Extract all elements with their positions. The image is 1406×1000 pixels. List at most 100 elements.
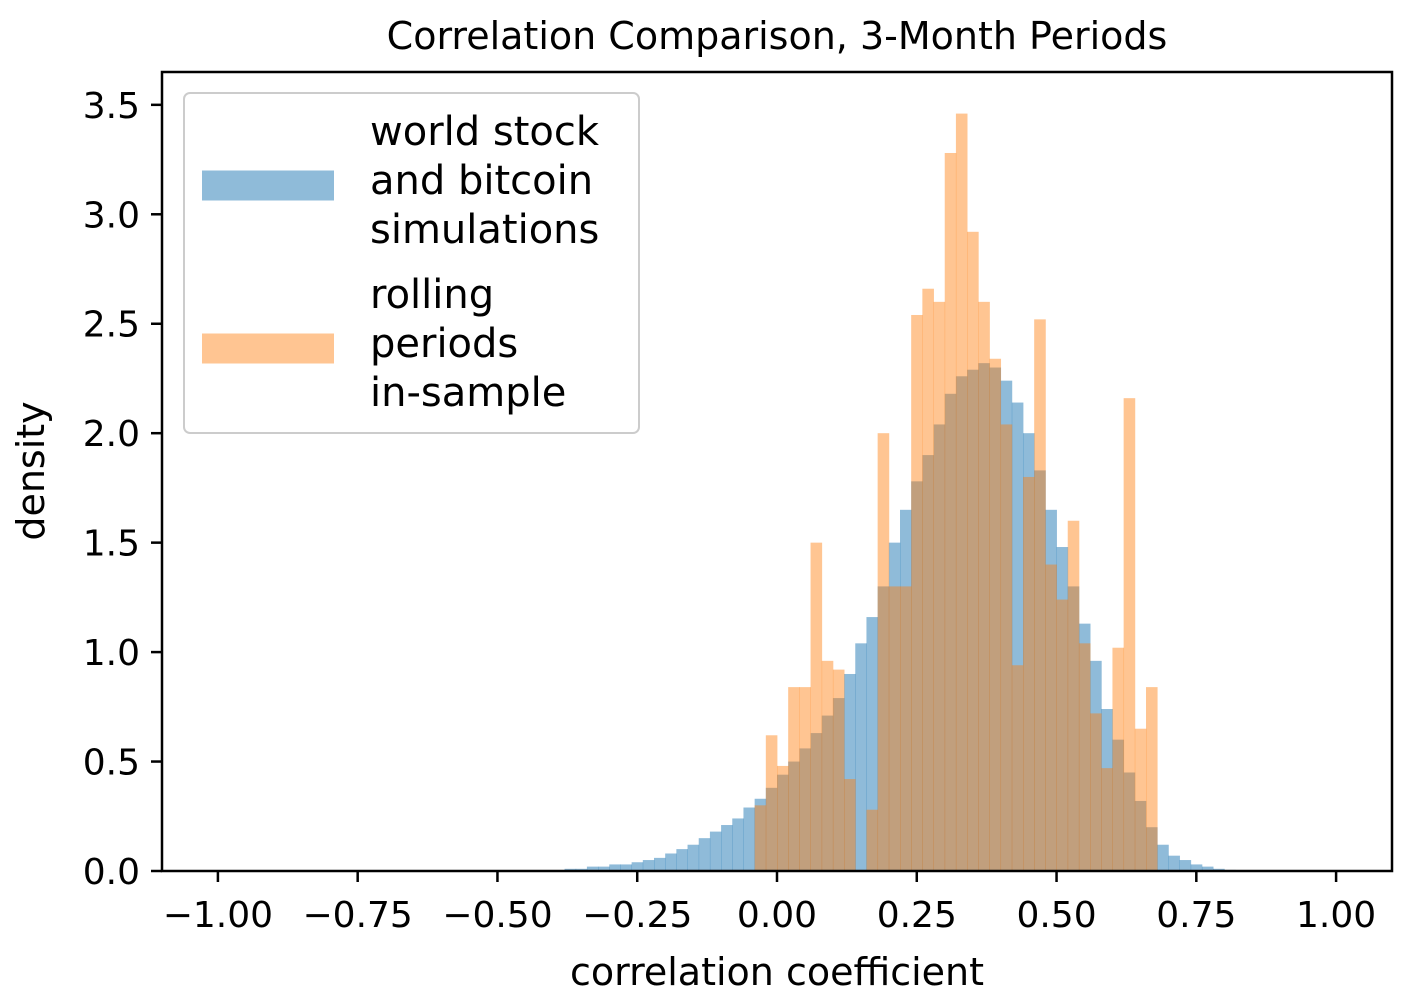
series-1-bar xyxy=(1179,860,1192,871)
x-axis-ticks: −1.00 −0.75 −0.50 −0.25 0.00 0.25 0.50 0.75 1.00 xyxy=(163,871,1376,936)
legend-label-1: world stock xyxy=(370,109,600,155)
series-1-bar xyxy=(978,363,990,871)
series-2-bar xyxy=(1078,643,1091,871)
series-2-bar xyxy=(1067,520,1080,871)
series-1-bar xyxy=(922,455,934,871)
series-1-bar xyxy=(944,393,957,871)
y-tick-label: 1.0 xyxy=(83,633,140,674)
series-1-bar xyxy=(732,818,744,871)
y-tick-label: 0.0 xyxy=(83,852,140,893)
series-2-bar xyxy=(821,660,834,871)
y-tick-label: 1.5 xyxy=(83,524,140,565)
x-axis-label: correlation coefficient xyxy=(570,950,984,994)
series-1-bar xyxy=(967,369,979,871)
series-2-bar xyxy=(1056,599,1069,871)
series-1-bar xyxy=(877,586,890,871)
legend-label-1: and bitcoin xyxy=(370,158,593,204)
series-1-bar xyxy=(1190,864,1203,871)
series-1-bar xyxy=(844,673,856,871)
series-2-bar xyxy=(1112,647,1125,871)
series-1-bar xyxy=(1078,623,1091,871)
y-tick-label: 3.0 xyxy=(83,195,140,236)
series-1-bar xyxy=(1067,586,1080,871)
series-2-bar xyxy=(777,765,789,871)
series-1-bar xyxy=(1146,827,1158,871)
y-tick-label: 2.0 xyxy=(83,414,140,455)
series-2-bar xyxy=(1134,728,1147,871)
series-1-bars xyxy=(564,363,1236,871)
series-1-bar xyxy=(609,864,621,871)
series-1-bar xyxy=(821,715,834,871)
series-1-bar xyxy=(955,376,968,871)
series-2-bar xyxy=(1023,476,1035,871)
series-1-bar xyxy=(777,774,789,871)
series-1-bar xyxy=(665,853,677,871)
y-tick-label: 3.5 xyxy=(83,86,140,127)
series-2-bar xyxy=(1034,319,1046,871)
series-1-bar xyxy=(1011,402,1024,871)
series-2-bar xyxy=(1123,398,1136,871)
x-tick-label: −0.25 xyxy=(582,895,692,936)
series-2-bar xyxy=(922,288,934,872)
plot-frame xyxy=(160,70,1394,873)
series-2-bar xyxy=(1000,424,1013,871)
series-1-bar xyxy=(754,798,767,871)
legend-label-1: simulations xyxy=(370,207,599,253)
series-1-bar xyxy=(788,761,800,871)
series-2-bar xyxy=(1045,564,1057,871)
series-1-bar xyxy=(1201,866,1214,871)
series-1-bar xyxy=(1101,709,1113,871)
legend-swatch-2 xyxy=(202,333,334,364)
series-2-bar xyxy=(765,735,778,871)
series-2-bar xyxy=(877,433,890,871)
series-2-bar xyxy=(832,669,845,871)
series-2-bar xyxy=(967,231,979,872)
series-1-bar xyxy=(654,857,666,871)
series-1-bar xyxy=(855,643,867,871)
series-2-bar xyxy=(799,687,811,871)
series-1-bar xyxy=(1090,660,1102,871)
x-tick-label: 0.75 xyxy=(1156,895,1236,936)
histogram-bars xyxy=(564,113,1236,872)
series-2-bar xyxy=(810,542,823,871)
series-2-bar xyxy=(1101,768,1113,871)
legend-label-2: in-sample xyxy=(370,370,566,416)
series-2-bar xyxy=(788,687,800,871)
x-tick-label: −0.50 xyxy=(442,895,552,936)
series-1-bar xyxy=(1134,800,1147,871)
x-tick-label: 0.25 xyxy=(877,895,957,936)
chart-title: Correlation Comparison, 3-Month Periods xyxy=(387,14,1168,58)
series-2-bar xyxy=(866,809,879,871)
legend-label-2: rolling xyxy=(370,272,494,318)
series-1-bar xyxy=(799,748,811,871)
series-1-bar xyxy=(687,844,700,871)
series-2-bar xyxy=(933,301,946,872)
y-tick-label: 2.5 xyxy=(83,305,140,346)
y-axis-label: density xyxy=(9,401,53,540)
x-tick-label: 0.50 xyxy=(1016,895,1096,936)
legend-label-2: periods xyxy=(370,321,518,367)
y-axis-ticks: 0.0 0.5 1.0 1.5 2.0 2.5 3.0 3.5 xyxy=(83,86,162,893)
series-1-bar xyxy=(642,860,655,871)
series-1-bar xyxy=(1000,380,1013,871)
series-1-bar xyxy=(598,866,610,871)
y-tick-label: 0.5 xyxy=(83,743,140,784)
series-2-bar xyxy=(888,586,901,871)
series-2-bar xyxy=(754,805,767,871)
series-1-bar xyxy=(721,825,733,871)
series-1-bar xyxy=(1123,772,1136,871)
series-1-bar xyxy=(933,424,946,871)
series-2-bar xyxy=(1011,665,1024,871)
series-2-bar xyxy=(978,301,990,872)
series-2-bar xyxy=(911,314,923,872)
series-1-bar xyxy=(989,367,1002,871)
series-1-bar xyxy=(866,617,879,871)
series-1-bar xyxy=(743,807,756,871)
series-1-bar xyxy=(900,509,912,871)
series-2-bar xyxy=(844,779,856,871)
series-2-bar xyxy=(1146,687,1158,871)
series-2-bar xyxy=(989,358,1002,871)
series-1-bar xyxy=(1034,470,1046,871)
